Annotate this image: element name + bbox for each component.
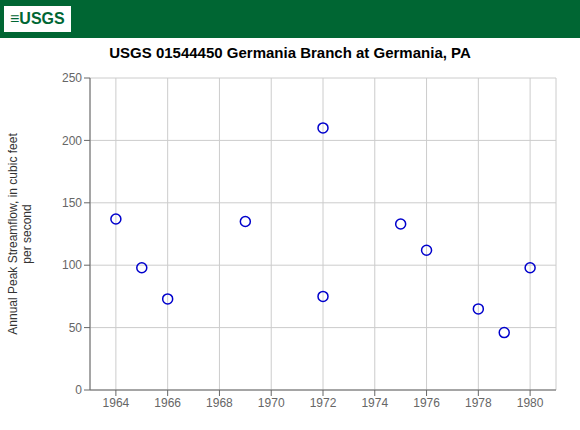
html-text:USGS 01544450 Germania Branch: USGS 01544450 Germania Branch at Germani… (109, 44, 471, 61)
html-text:≡USGS: ≡USGS (10, 10, 65, 27)
svg-text:150: 150 (62, 196, 82, 210)
svg-text:1970: 1970 (258, 396, 285, 410)
svg-text:250: 250 (62, 71, 82, 85)
svg-text:1976: 1976 (413, 396, 440, 410)
svg-text:1966: 1966 (154, 396, 181, 410)
svg-text:Annual Peak Streamflow, in cub: Annual Peak Streamflow, in cubic feetper… (6, 133, 34, 335)
svg-text:1968: 1968 (206, 396, 233, 410)
svg-text:1978: 1978 (465, 396, 492, 410)
svg-text:100: 100 (62, 258, 82, 272)
svg-text:0: 0 (75, 383, 82, 397)
svg-text:1964: 1964 (103, 396, 130, 410)
svg-text:50: 50 (69, 321, 83, 335)
svg-text:200: 200 (62, 134, 82, 148)
svg-text:1974: 1974 (361, 396, 388, 410)
svg-text:1972: 1972 (310, 396, 337, 410)
svg-text:1980: 1980 (517, 396, 544, 410)
